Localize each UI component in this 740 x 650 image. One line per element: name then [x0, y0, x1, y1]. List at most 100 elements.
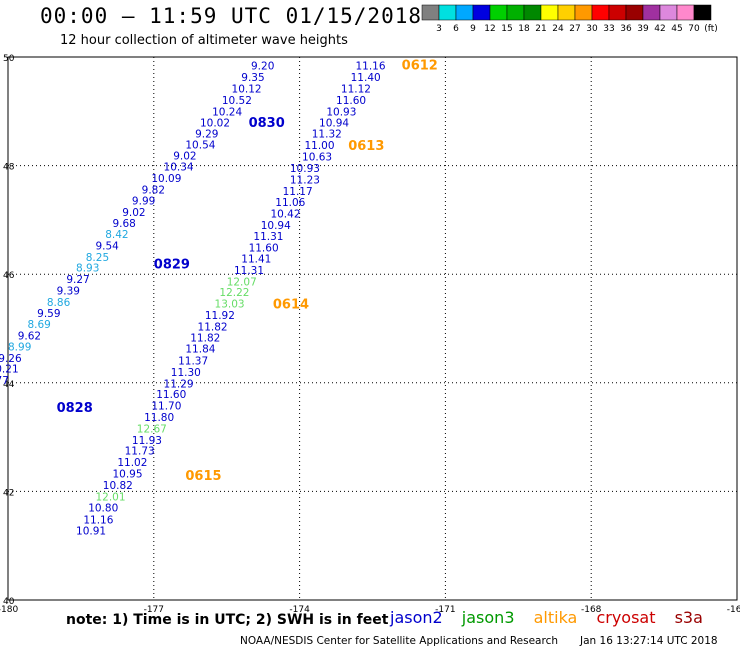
satellite-legend-jason3: jason3	[461, 608, 515, 627]
wave-height-point: 10.94	[319, 118, 349, 130]
wave-height-point: 10.93	[326, 106, 356, 118]
chart-title: 00:00 – 11:59 UTC 01/15/2018	[40, 4, 423, 28]
wave-height-point: 11.17	[283, 186, 313, 198]
wave-height-point: 9.20	[251, 61, 274, 73]
wave-height-point: 11.23	[290, 175, 320, 187]
wave-height-point: 8.86	[47, 297, 71, 309]
wave-height-point: 11.06	[275, 197, 305, 209]
wave-height-point: 10.93	[290, 163, 320, 175]
pass-time-label: 0615	[185, 469, 221, 484]
wave-height-point: 11.32	[312, 129, 342, 141]
satellite-legend-s3a: s3a	[674, 608, 703, 627]
wave-height-point: 11.40	[351, 72, 381, 84]
wave-height-point: 12.01	[95, 491, 125, 503]
colorbar-tick-label: 18	[518, 24, 530, 34]
wave-height-point: 8.25	[86, 252, 109, 264]
wave-height-point: 11.02	[117, 457, 147, 469]
wave-height-point: 11.16	[355, 61, 385, 73]
x-tick-label: -168	[581, 605, 602, 615]
wave-height-point: 10.24	[212, 106, 242, 118]
pass-time-label: 0614	[273, 298, 309, 313]
wave-height-point: 11.70	[151, 401, 181, 413]
x-tick-label: -165	[727, 605, 740, 615]
wave-height-point: 11.37	[178, 356, 208, 368]
pass-time-label: 0828	[57, 401, 93, 416]
wave-height-point: 11.82	[198, 321, 228, 333]
wave-height-point: 9.26	[0, 353, 22, 365]
colorbar-tick-label: 24	[552, 24, 564, 34]
colorbar-tick-label: (ft)	[704, 24, 718, 34]
colorbar-swatch	[693, 4, 712, 21]
wave-height-point: 13.03	[215, 299, 245, 311]
wave-height-point: 9.29	[195, 129, 218, 141]
wave-height-point: 8.69	[27, 319, 50, 331]
satellite-legend-jason2: jason2	[390, 608, 443, 627]
y-tick-label: 50	[3, 54, 15, 64]
colorbar-tick-label: 27	[569, 24, 580, 34]
wave-height-point: 11.31	[234, 265, 264, 277]
wave-height-point: 10.42	[270, 208, 300, 220]
wave-height-point: 10.94	[261, 220, 291, 232]
colorbar-tick-label: 33	[603, 24, 614, 34]
colorbar-tick-label: 3	[436, 24, 442, 34]
footnote: note: 1) Time is in UTC; 2) SWH is in fe…	[66, 612, 389, 628]
pass-time-label: 0612	[402, 59, 438, 74]
wave-height-point: 12.07	[227, 276, 257, 288]
y-tick-label: 48	[3, 163, 15, 173]
wave-height-point: 11.00	[304, 140, 334, 152]
wave-height-point: 12.22	[219, 287, 249, 299]
x-tick-label: -171	[435, 605, 455, 615]
wave-height-point: 9.54	[95, 240, 119, 252]
colorbar-tick-label: 42	[654, 24, 665, 34]
wave-height-point: 10.95	[112, 468, 142, 480]
x-tick-label: -174	[289, 605, 310, 615]
wave-height-point: 11.12	[341, 83, 371, 95]
wave-height-point: 10.77	[0, 375, 9, 387]
x-tick-label: -180	[0, 605, 18, 615]
wave-height-point: 10.63	[302, 151, 332, 163]
wave-height-point: 9.62	[18, 331, 41, 343]
wave-height-point: 10.54	[185, 139, 215, 151]
wave-height-point: 11.80	[144, 412, 174, 424]
wave-height-point: 11.30	[171, 367, 201, 379]
colorbar-tick-label: 15	[501, 24, 512, 34]
wave-height-point: 11.93	[132, 435, 162, 447]
y-tick-label: 42	[3, 488, 14, 498]
wave-height-point: 11.92	[205, 310, 235, 322]
wave-height-point: 9.02	[173, 150, 196, 162]
wave-height-point: 12.67	[137, 423, 167, 435]
wave-height-point: 8.93	[76, 263, 99, 275]
colorbar-tick-label: 21	[535, 24, 546, 34]
colorbar-legend: 3 6 9 12 15 18 21 24 27 30 33 36 39 42 45 70 (ft)	[421, 4, 718, 34]
wave-height-point: 9.02	[122, 207, 145, 219]
wave-height-point: 11.60	[156, 389, 186, 401]
satellite-legend: jason2 jason3 altika cryosat s3a	[390, 608, 717, 627]
colorbar-tick-label: 12	[484, 24, 495, 34]
wave-height-point: 10.52	[222, 95, 252, 107]
wave-height-point: 11.60	[336, 95, 366, 107]
wave-height-point: 9.59	[37, 308, 60, 320]
wave-height-point: 10.09	[151, 173, 181, 185]
wave-height-point: 10.02	[200, 118, 230, 130]
colorbar-tick-label: 9	[470, 24, 476, 34]
wave-height-point: 10.80	[88, 503, 118, 515]
pass-time-label: 0830	[249, 116, 285, 131]
colorbar-tick-label: 39	[637, 24, 649, 34]
wave-height-point: 10.12	[232, 83, 262, 95]
colorbar-tick-label: 30	[586, 24, 598, 34]
wave-height-point: 9.68	[112, 218, 135, 230]
wave-height-point: 9.27	[66, 274, 89, 286]
y-tick-label: 46	[3, 271, 15, 281]
satellite-legend-altika: altika	[533, 608, 578, 627]
wave-height-point: 9.39	[57, 285, 80, 297]
wave-height-point: 11.60	[249, 243, 279, 255]
wave-height-point: 11.41	[241, 253, 271, 265]
wave-height-point: 11.82	[190, 333, 220, 345]
colorbar-tick-label: 6	[453, 24, 459, 34]
pass-time-label: 0613	[348, 139, 384, 154]
chart-subtitle: 12 hour collection of altimeter wave hei…	[60, 33, 348, 48]
y-tick-label: 44	[3, 380, 15, 390]
wave-height-point: 11.31	[253, 231, 283, 243]
y-tick-label: 40	[3, 597, 15, 607]
